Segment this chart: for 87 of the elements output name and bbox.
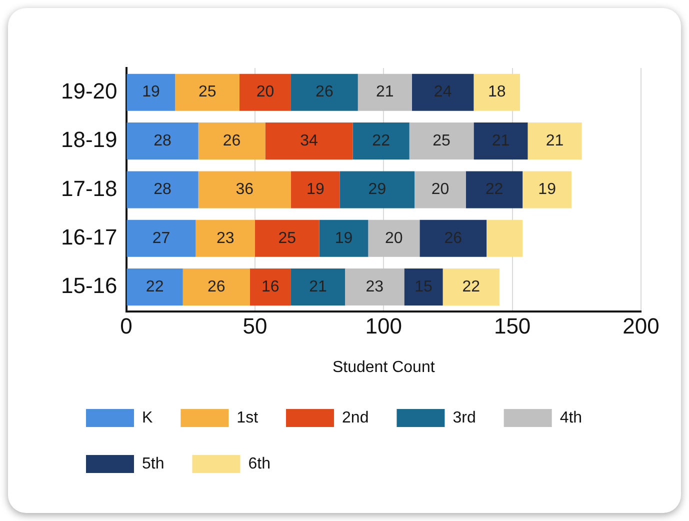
- data-label: 26: [316, 84, 334, 101]
- data-label: 20: [256, 84, 274, 101]
- x-axis-title: Student Count: [332, 358, 436, 376]
- bar: [254, 220, 320, 257]
- data-label: 25: [432, 132, 451, 150]
- data-label: 26: [207, 278, 226, 296]
- data-label: 22: [485, 181, 504, 198]
- x-tick-label: 150: [494, 314, 531, 339]
- x-tick-label: 200: [622, 314, 660, 339]
- bar: [240, 74, 291, 111]
- data-label: 22: [462, 278, 480, 296]
- data-label: 26: [444, 230, 462, 247]
- bar: [486, 220, 523, 257]
- bar: [175, 74, 240, 111]
- x-tick-label: 100: [365, 314, 402, 339]
- data-label: 22: [372, 132, 390, 150]
- data-label: 25: [278, 230, 296, 247]
- data-label: 22: [146, 278, 164, 296]
- legend-label: 4th: [560, 409, 582, 426]
- data-label: 20: [385, 230, 403, 247]
- bar: [420, 220, 487, 257]
- bar: [126, 122, 198, 160]
- legend-label: 6th: [248, 455, 270, 472]
- data-label: 19: [334, 230, 353, 247]
- bar: [198, 122, 266, 160]
- data-label: 34: [300, 132, 318, 150]
- bar: [126, 268, 183, 306]
- data-label: 28: [154, 132, 172, 150]
- data-label: 19: [538, 181, 556, 198]
- bar: [126, 220, 196, 257]
- data-label: 25: [198, 84, 216, 101]
- x-tick-label: 0: [120, 314, 132, 339]
- bar: [126, 74, 176, 111]
- bar: [198, 171, 291, 208]
- y-tick-label: 18-19: [60, 127, 118, 152]
- data-label: 19: [142, 84, 160, 101]
- bar: [474, 74, 520, 111]
- legend-label: 3rd: [452, 409, 476, 426]
- data-label: 28: [154, 181, 172, 198]
- bar: [290, 268, 346, 306]
- data-label: 23: [366, 278, 384, 296]
- data-label: 29: [368, 181, 386, 198]
- bar: [442, 268, 500, 306]
- bar: [250, 268, 291, 306]
- data-label: 23: [216, 230, 234, 247]
- bar: [358, 74, 412, 111]
- y-tick-label: 16-17: [60, 224, 118, 250]
- bar: [466, 171, 523, 208]
- data-label: 27: [152, 230, 170, 247]
- legend-label: K: [142, 409, 153, 426]
- data-label: 15: [414, 278, 433, 296]
- bar: [368, 220, 420, 257]
- data-label: 21: [492, 132, 510, 150]
- bar: [196, 220, 255, 257]
- bar: [290, 171, 340, 208]
- data-label: 18: [488, 84, 506, 101]
- data-label: 21: [376, 84, 394, 101]
- data-label: 21: [546, 132, 564, 150]
- bar: [345, 268, 404, 306]
- data-label: 20: [431, 181, 450, 198]
- legend-label: 1st: [236, 409, 259, 426]
- y-tick-label: 15-16: [60, 273, 118, 298]
- data-label: 16: [261, 278, 280, 296]
- bar: [404, 268, 443, 306]
- data-label: 26: [222, 132, 241, 150]
- bar: [474, 122, 528, 160]
- bar: [522, 171, 572, 208]
- bar: [126, 171, 198, 208]
- bar: [340, 171, 415, 208]
- data-label: 24: [434, 84, 452, 101]
- bar: [290, 74, 358, 111]
- bar: [412, 74, 474, 111]
- bar: [319, 220, 368, 257]
- data-label: 36: [236, 181, 254, 198]
- y-tick-label: 17-18: [60, 176, 118, 201]
- bar: [528, 122, 582, 160]
- data-label: 19: [306, 181, 324, 198]
- bar: [409, 122, 474, 160]
- x-tick-label: 50: [242, 314, 268, 339]
- data-label: 21: [309, 278, 328, 296]
- bar: [352, 122, 410, 160]
- legend-label: 5th: [142, 455, 164, 472]
- legend-label: 2nd: [342, 409, 369, 426]
- bar: [414, 171, 466, 208]
- bar: [265, 122, 353, 160]
- bar: [182, 268, 250, 306]
- y-tick-label: 19-20: [60, 78, 118, 104]
